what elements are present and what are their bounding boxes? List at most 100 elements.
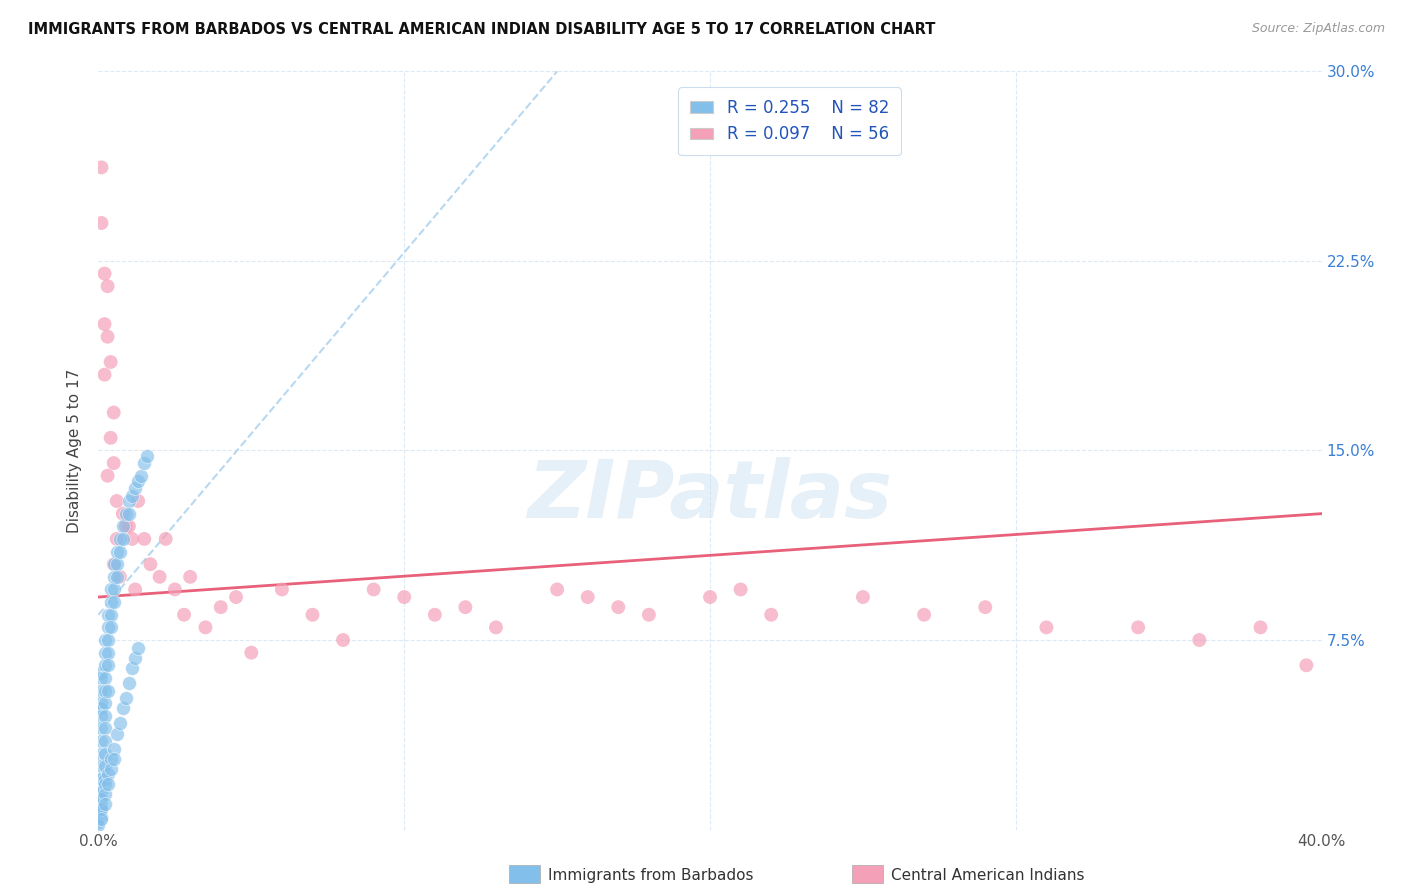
Point bbox=[93, 777, 115, 791]
Point bbox=[115, 691, 138, 706]
Point bbox=[124, 482, 146, 496]
Point bbox=[118, 494, 141, 508]
Point bbox=[93, 734, 115, 748]
Point bbox=[1249, 620, 1271, 634]
Point bbox=[87, 817, 110, 831]
Point bbox=[118, 507, 141, 521]
Point bbox=[100, 620, 122, 634]
Point bbox=[93, 646, 115, 660]
Point bbox=[105, 570, 128, 584]
Point bbox=[97, 646, 120, 660]
Point bbox=[576, 590, 599, 604]
Point bbox=[852, 590, 875, 604]
Point bbox=[90, 701, 112, 715]
Point bbox=[121, 532, 143, 546]
Point bbox=[90, 734, 112, 748]
Text: IMMIGRANTS FROM BARBADOS VS CENTRAL AMERICAN INDIAN DISABILITY AGE 5 TO 17 CORRE: IMMIGRANTS FROM BARBADOS VS CENTRAL AMER… bbox=[28, 22, 935, 37]
Point bbox=[90, 810, 112, 824]
Point bbox=[240, 646, 263, 660]
Point bbox=[90, 708, 112, 723]
Point bbox=[124, 650, 146, 665]
Point bbox=[90, 696, 112, 710]
Point bbox=[108, 544, 131, 558]
Point bbox=[90, 813, 112, 827]
Point bbox=[129, 468, 152, 483]
Point bbox=[93, 772, 115, 786]
Point bbox=[90, 671, 112, 685]
Point bbox=[93, 658, 115, 673]
Point bbox=[100, 595, 122, 609]
Y-axis label: Disability Age 5 to 17: Disability Age 5 to 17 bbox=[67, 368, 83, 533]
Point bbox=[759, 607, 782, 622]
Point bbox=[103, 595, 125, 609]
Point bbox=[454, 600, 477, 615]
Point bbox=[105, 532, 128, 546]
Point bbox=[90, 759, 112, 773]
Point bbox=[90, 802, 112, 816]
Point bbox=[225, 590, 247, 604]
Point bbox=[103, 557, 125, 572]
Point bbox=[100, 431, 122, 445]
Point bbox=[103, 741, 125, 756]
Point bbox=[100, 355, 122, 369]
Point bbox=[108, 532, 131, 546]
Point bbox=[111, 701, 134, 715]
Point bbox=[108, 570, 131, 584]
Point bbox=[111, 507, 134, 521]
Text: ZIPatlas: ZIPatlas bbox=[527, 457, 893, 535]
Point bbox=[546, 582, 568, 597]
Point bbox=[105, 494, 128, 508]
Point bbox=[173, 607, 195, 622]
Point bbox=[103, 557, 125, 572]
Point bbox=[105, 726, 128, 740]
Point bbox=[1295, 658, 1317, 673]
Point bbox=[108, 716, 131, 731]
Point bbox=[637, 607, 661, 622]
Point bbox=[90, 797, 112, 812]
Text: Central American Indians: Central American Indians bbox=[891, 869, 1085, 883]
Text: Immigrants from Barbados: Immigrants from Barbados bbox=[548, 869, 754, 883]
Point bbox=[97, 330, 120, 344]
Point bbox=[90, 802, 112, 816]
Point bbox=[1128, 620, 1150, 634]
Point bbox=[97, 658, 120, 673]
Point bbox=[90, 665, 112, 680]
Point bbox=[87, 815, 110, 830]
Point bbox=[90, 216, 112, 230]
Point bbox=[423, 607, 446, 622]
Point bbox=[90, 772, 112, 786]
Point bbox=[93, 787, 115, 801]
Point bbox=[134, 532, 156, 546]
Point bbox=[90, 785, 112, 799]
Point bbox=[179, 570, 201, 584]
Point bbox=[118, 676, 141, 690]
Point bbox=[607, 600, 630, 615]
Point bbox=[1188, 633, 1211, 648]
Point bbox=[90, 792, 112, 806]
Text: Source: ZipAtlas.com: Source: ZipAtlas.com bbox=[1251, 22, 1385, 36]
Point bbox=[136, 449, 159, 463]
Point bbox=[974, 600, 997, 615]
Point bbox=[124, 582, 146, 597]
Point bbox=[90, 161, 112, 175]
Point bbox=[90, 683, 112, 698]
Point bbox=[111, 519, 134, 533]
Point bbox=[93, 368, 115, 382]
Point bbox=[93, 722, 115, 736]
Point bbox=[100, 752, 122, 766]
Point bbox=[97, 468, 120, 483]
Point bbox=[97, 777, 120, 791]
Point bbox=[103, 405, 125, 420]
Point bbox=[87, 797, 110, 812]
Point bbox=[139, 557, 162, 572]
Point bbox=[93, 683, 115, 698]
Point bbox=[127, 474, 149, 488]
Point bbox=[1035, 620, 1057, 634]
Point bbox=[115, 519, 138, 533]
Point bbox=[93, 759, 115, 773]
Point bbox=[93, 797, 115, 812]
Point bbox=[127, 640, 149, 655]
Point bbox=[97, 279, 120, 293]
Point bbox=[134, 456, 156, 470]
Point bbox=[103, 456, 125, 470]
